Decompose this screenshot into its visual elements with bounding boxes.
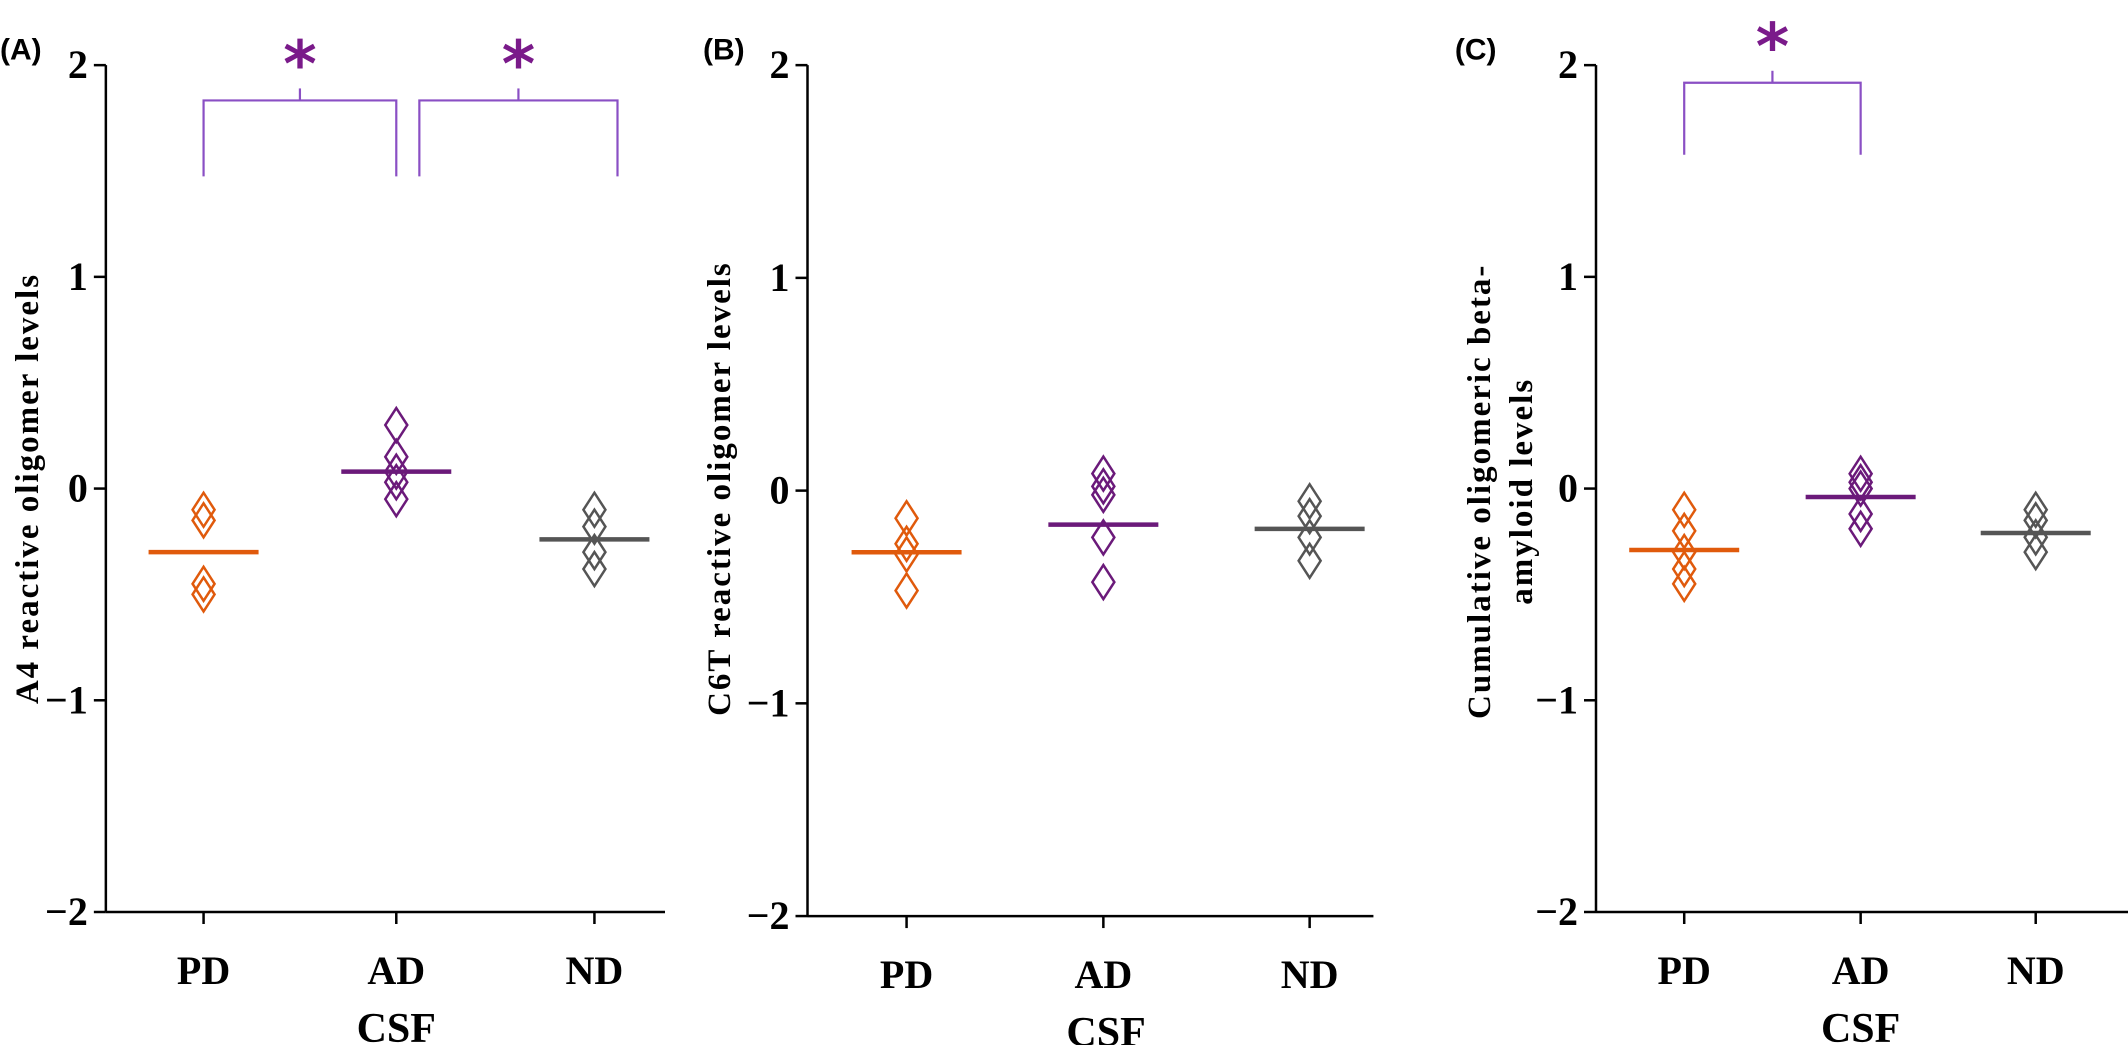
data-point-nd bbox=[581, 549, 607, 589]
y-axis-title: Cumulative oligomeric beta-amyloid level… bbox=[1462, 264, 1540, 719]
significance-star: * bbox=[1756, 11, 1789, 85]
data-point-ad bbox=[1090, 562, 1116, 602]
data-point-ad bbox=[1848, 454, 1874, 494]
data-point-ad bbox=[1090, 518, 1116, 557]
y-tick-label: −1 bbox=[45, 677, 88, 722]
data-point-pd bbox=[1671, 511, 1697, 551]
significance-bracket bbox=[202, 99, 398, 177]
x-axis-title: CSF bbox=[1066, 1010, 1145, 1045]
data-point-ad bbox=[1848, 494, 1874, 534]
data-point-pd bbox=[894, 498, 920, 538]
y-tick-label: 0 bbox=[770, 468, 790, 513]
y-tick-label: −2 bbox=[45, 889, 88, 934]
x-tick-label: PD bbox=[880, 952, 933, 997]
x-tick-label: ND bbox=[2007, 948, 2065, 993]
data-point-nd bbox=[1297, 541, 1323, 581]
x-tick-label: AD bbox=[1074, 952, 1132, 997]
panel-label: (C) bbox=[1455, 34, 1497, 67]
data-point-pd bbox=[1671, 564, 1697, 604]
x-axis-title: CSF bbox=[357, 1006, 436, 1045]
x-tick-label: AD bbox=[1832, 948, 1890, 993]
y-tick-label: −2 bbox=[747, 893, 790, 938]
data-point-pd bbox=[1671, 549, 1697, 589]
y-tick-label: 0 bbox=[68, 466, 88, 511]
data-point-nd bbox=[581, 532, 607, 572]
y-axis-title-line: Cumulative oligomeric beta- bbox=[1462, 264, 1498, 719]
data-point-nd bbox=[1297, 518, 1323, 557]
data-point-ad bbox=[1090, 475, 1116, 515]
y-axis-title-line: amyloid levels bbox=[1504, 378, 1540, 605]
data-point-ad bbox=[383, 462, 409, 502]
x-tick-label: ND bbox=[1281, 952, 1339, 997]
y-tick-label: 1 bbox=[68, 254, 88, 299]
significance-bracket bbox=[1683, 81, 1862, 155]
y-tick-label: −2 bbox=[1535, 889, 1578, 934]
y-axis-title: A4 reactive oligomer levels bbox=[10, 273, 46, 704]
data-point-pd bbox=[191, 501, 217, 540]
data-point-pd bbox=[191, 564, 217, 604]
x-axis-title: CSF bbox=[1821, 1006, 1900, 1045]
significance-star: * bbox=[283, 28, 316, 102]
y-tick-label: 1 bbox=[1558, 254, 1578, 299]
data-point-nd bbox=[581, 490, 607, 530]
data-point-ad bbox=[1090, 467, 1116, 506]
data-point-nd bbox=[581, 507, 607, 546]
data-point-ad bbox=[1848, 469, 1874, 508]
data-point-nd bbox=[2023, 532, 2049, 572]
data-point-pd bbox=[1671, 490, 1697, 530]
y-tick-label: −1 bbox=[747, 680, 790, 725]
y-tick-label: 2 bbox=[68, 42, 88, 87]
data-point-ad bbox=[1090, 454, 1116, 493]
x-tick-label: AD bbox=[367, 948, 425, 993]
data-point-ad bbox=[1848, 509, 1874, 549]
data-point-ad bbox=[383, 452, 409, 491]
y-axis-title: C6T reactive oligomer levels bbox=[702, 261, 738, 716]
data-point-pd bbox=[894, 571, 920, 610]
significance-bracket bbox=[418, 99, 619, 177]
y-tick-label: 1 bbox=[770, 255, 790, 300]
y-tick-label: 0 bbox=[1558, 466, 1578, 511]
data-point-pd bbox=[894, 524, 920, 564]
data-point-nd bbox=[1297, 496, 1323, 536]
data-point-pd bbox=[191, 490, 217, 530]
x-tick-label: PD bbox=[177, 948, 230, 993]
panel-label: (A) bbox=[0, 34, 42, 67]
data-point-nd bbox=[2023, 490, 2049, 530]
data-point-ad bbox=[383, 479, 409, 519]
data-point-ad bbox=[383, 405, 409, 445]
panel-label: (B) bbox=[703, 34, 745, 67]
y-tick-label: 2 bbox=[1558, 42, 1578, 87]
significance-star: * bbox=[502, 28, 535, 102]
x-tick-label: ND bbox=[566, 948, 624, 993]
x-tick-label: PD bbox=[1658, 948, 1711, 993]
y-tick-label: 2 bbox=[770, 42, 790, 87]
data-point-pd bbox=[191, 575, 217, 614]
y-tick-label: −1 bbox=[1535, 677, 1578, 722]
